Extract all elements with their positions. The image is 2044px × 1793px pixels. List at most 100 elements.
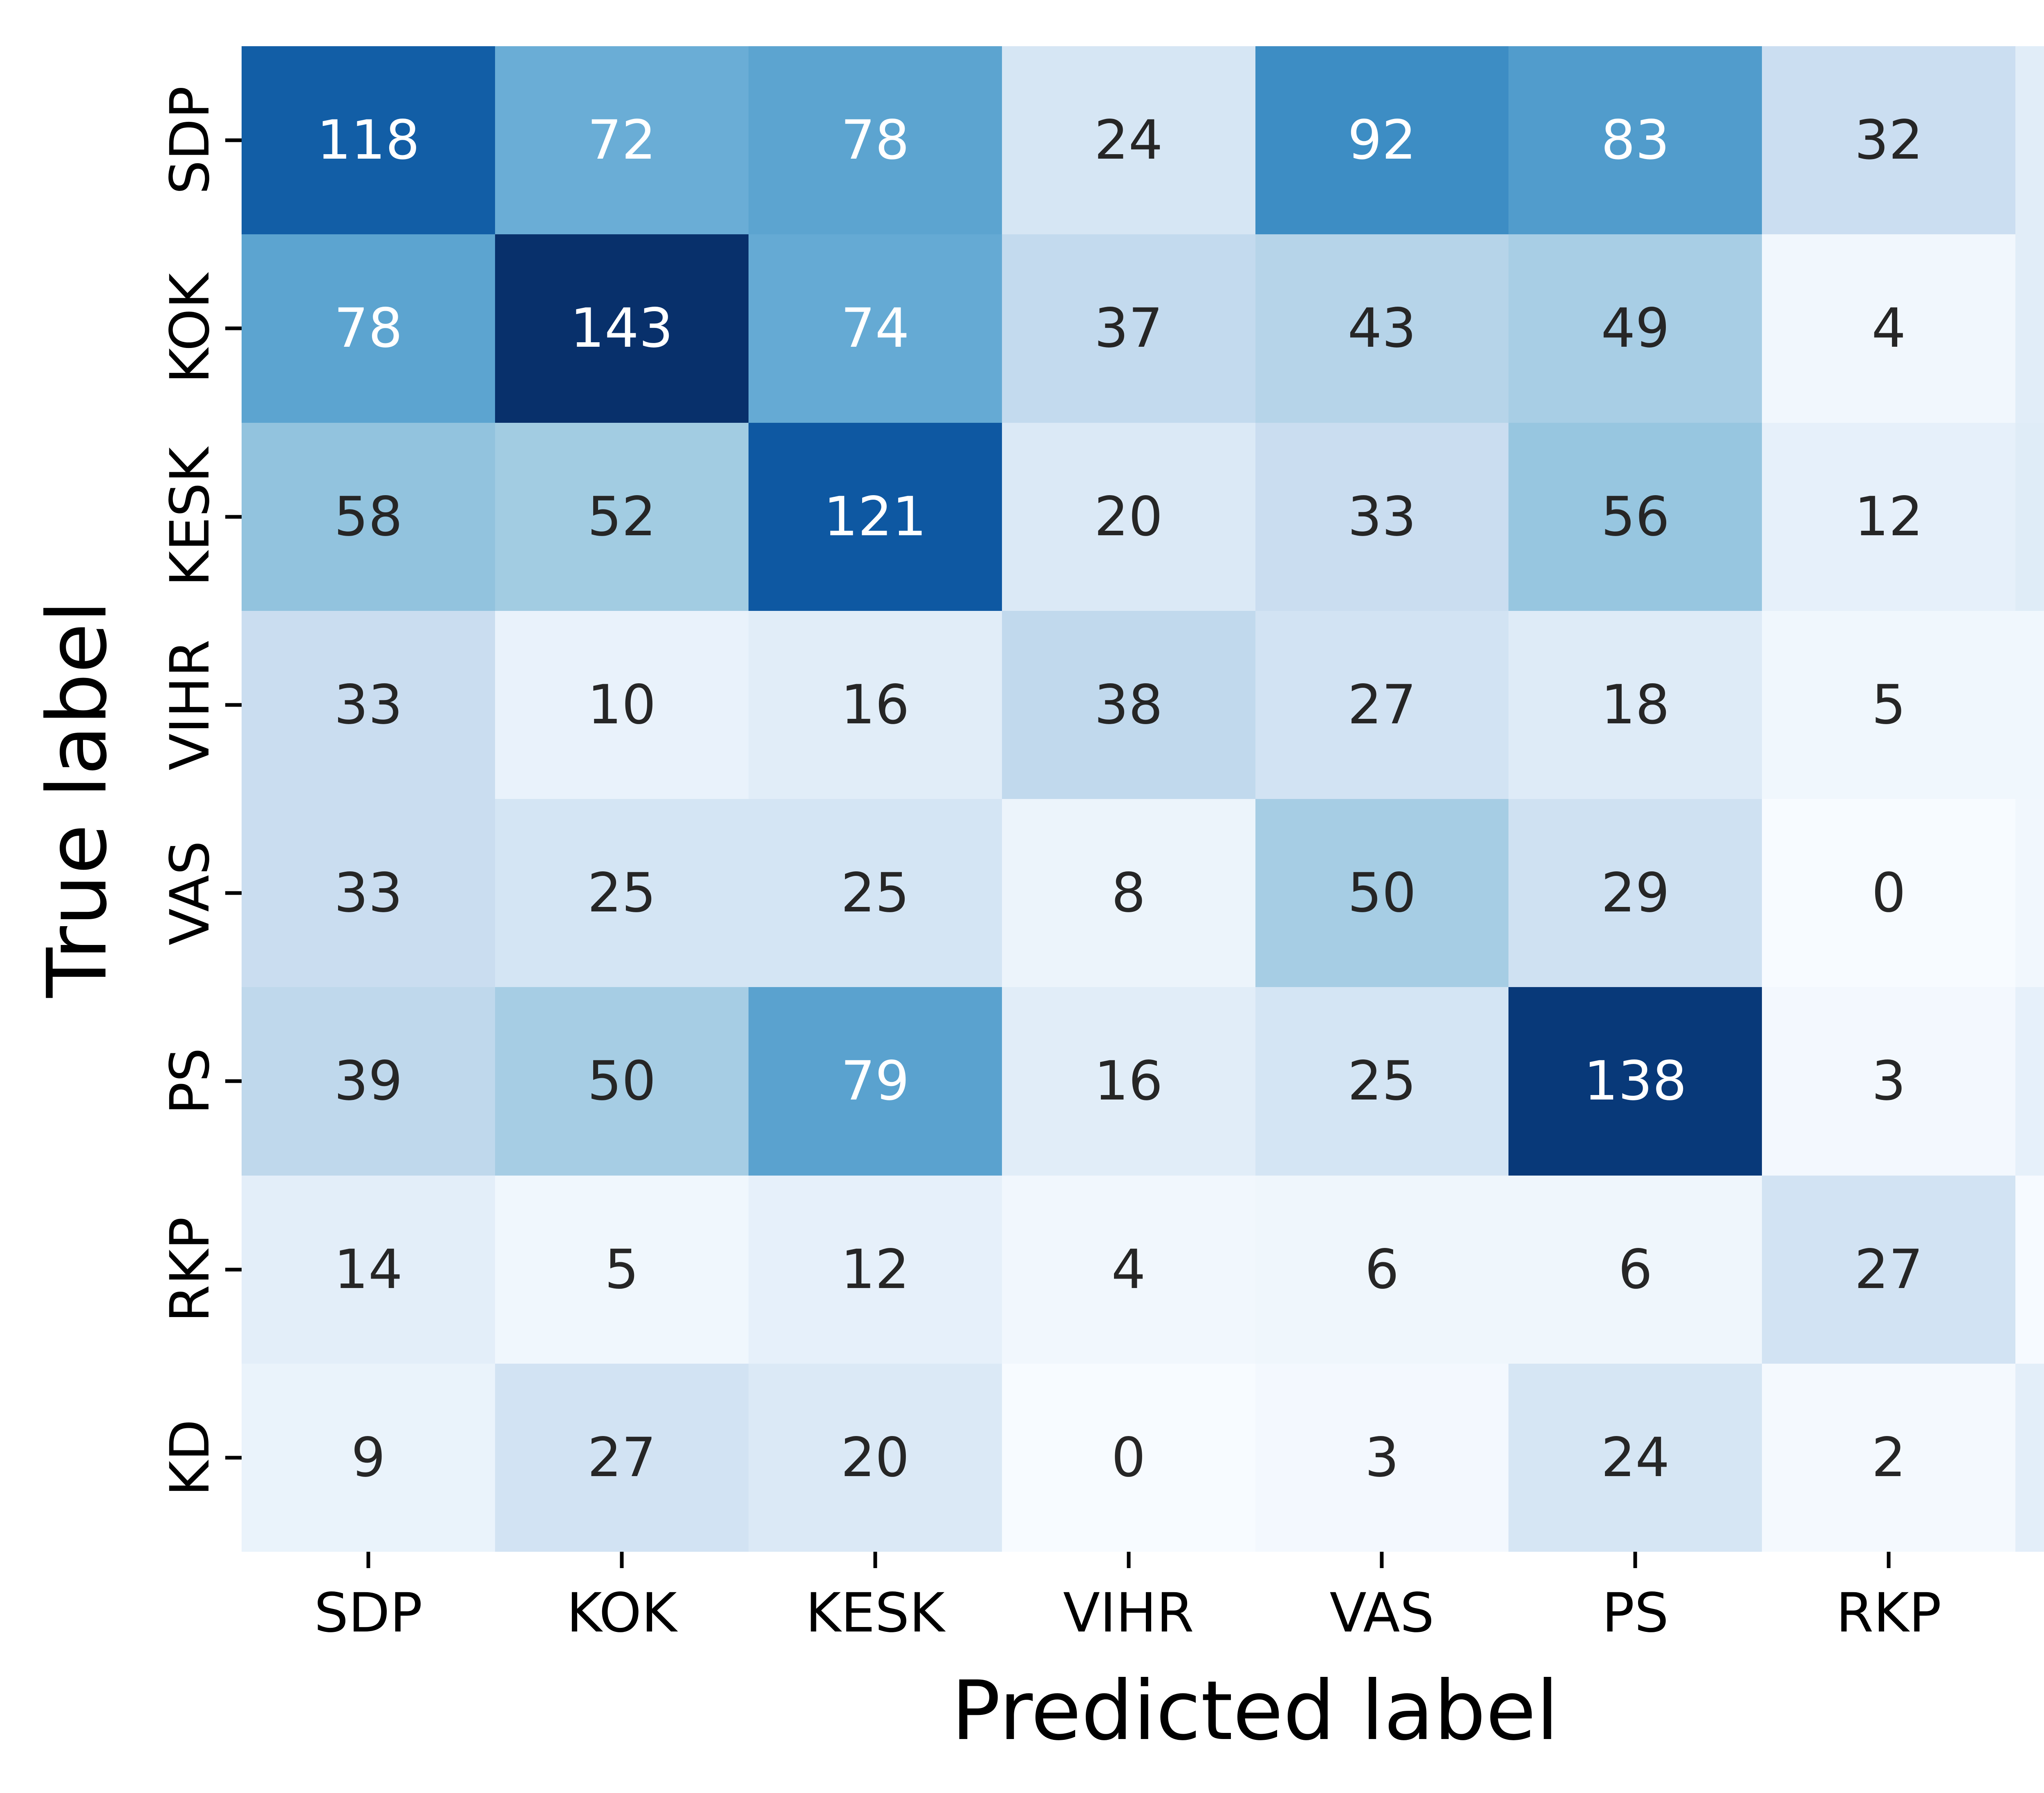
heatmap-cell-VIHR-RKP: 5 xyxy=(1762,610,2016,799)
y-tick-mark xyxy=(225,1456,242,1460)
x-tick-mark xyxy=(620,1552,624,1568)
cell-value: 50 xyxy=(1347,862,1416,925)
y-tick-label-text: PS xyxy=(159,1048,222,1115)
heatmap-cell-RKP-PS: 6 xyxy=(1508,1175,1762,1364)
heatmap-cell-KESK-KD: 17 xyxy=(2015,422,2044,611)
cell-value: 38 xyxy=(1094,673,1163,736)
heatmap-cell-PS-KD: 12 xyxy=(2015,987,2044,1176)
heatmap-cell-KD-KOK: 27 xyxy=(495,1363,749,1552)
x-tick-mark xyxy=(366,1552,370,1568)
heatmap-cell-SDP-VAS: 92 xyxy=(1255,46,1509,235)
heatmap-cell-SDP-RKP: 32 xyxy=(1762,46,2016,235)
heatmap-cell-VIHR-VAS: 27 xyxy=(1255,610,1509,799)
heatmap-cell-SDP-PS: 83 xyxy=(1508,46,1762,235)
heatmap-cell-VIHR-KD: 5 xyxy=(2015,610,2044,799)
cell-value: 78 xyxy=(840,109,910,172)
heatmap-cell-SDP-KOK: 72 xyxy=(495,46,749,235)
y-tick-mark xyxy=(225,326,242,330)
cell-value: 138 xyxy=(1584,1050,1687,1113)
cell-value: 9 xyxy=(351,1426,385,1489)
heatmap-cell-KD-PS: 24 xyxy=(1508,1363,1762,1552)
heatmap-cell-KOK-KOK: 143 xyxy=(495,234,749,423)
heatmap-cell-KOK-KD: 16 xyxy=(2015,234,2044,423)
y-tick-label-text: KESK xyxy=(159,447,222,586)
heatmap-cell-KD-KD: 14 xyxy=(2015,1363,2044,1552)
heatmap-cell-KD-RKP: 2 xyxy=(1762,1363,2016,1552)
heatmap-cell-KESK-VIHR: 20 xyxy=(1002,422,1255,611)
x-tick-label-text: KESK xyxy=(805,1582,945,1645)
x-tick-label-text: PS xyxy=(1602,1582,1669,1645)
cell-value: 92 xyxy=(1347,109,1416,172)
heatmap-cell-RKP-RKP: 27 xyxy=(1762,1175,2016,1364)
heatmap-cell-VAS-KESK: 25 xyxy=(748,799,1002,987)
x-tick-mark xyxy=(1633,1552,1637,1568)
heatmap-cell-VAS-RKP: 0 xyxy=(1762,799,2016,987)
heatmap-cell-VAS-VIHR: 8 xyxy=(1002,799,1255,987)
heatmap-cell-KESK-KOK: 52 xyxy=(495,422,749,611)
cell-value: 39 xyxy=(334,1050,403,1113)
heatmap-cell-KOK-VIHR: 37 xyxy=(1002,234,1255,423)
cell-value: 121 xyxy=(823,485,927,548)
cell-value: 56 xyxy=(1601,485,1670,548)
y-tick-label-text: KOK xyxy=(159,273,222,384)
heatmap-cell-RKP-KESK: 12 xyxy=(748,1175,1002,1364)
heatmap-cell-RKP-VIHR: 4 xyxy=(1002,1175,1255,1364)
heatmap-cell-PS-SDP: 39 xyxy=(242,987,495,1176)
heatmap-cell-KESK-VAS: 33 xyxy=(1255,422,1509,611)
heatmap-cell-VIHR-SDP: 33 xyxy=(242,610,495,799)
heatmap-cell-VAS-PS: 29 xyxy=(1508,799,1762,987)
heatmap-cell-KESK-SDP: 58 xyxy=(242,422,495,611)
heatmap-cell-VIHR-KESK: 16 xyxy=(748,610,1002,799)
cell-value: 25 xyxy=(587,862,656,925)
cell-value: 52 xyxy=(587,485,656,548)
heatmap-cell-SDP-SDP: 118 xyxy=(242,46,495,235)
heatmap-cell-KOK-SDP: 78 xyxy=(242,234,495,423)
cell-value: 12 xyxy=(840,1238,910,1301)
cell-value: 10 xyxy=(587,673,656,736)
cell-value: 25 xyxy=(1347,1050,1416,1113)
y-tick-label-text: KD xyxy=(159,1419,222,1496)
x-tick-mark xyxy=(1380,1552,1384,1568)
heatmap-cell-VIHR-VIHR: 38 xyxy=(1002,610,1255,799)
cell-value: 4 xyxy=(1871,297,1906,360)
cell-value: 33 xyxy=(334,673,403,736)
cell-value: 32 xyxy=(1854,109,1923,172)
y-tick-mark xyxy=(225,138,242,142)
heatmap-cell-RKP-VAS: 6 xyxy=(1255,1175,1509,1364)
y-axis-title-text: True label xyxy=(30,600,125,998)
heatmap-cell-KESK-KESK: 121 xyxy=(748,422,1002,611)
cell-value: 5 xyxy=(604,1238,639,1301)
x-axis-title-text: Predicted label xyxy=(951,1663,1559,1759)
cell-value: 2 xyxy=(1871,1426,1906,1489)
heatmap-cell-VAS-KD: 4 xyxy=(2015,799,2044,987)
cell-value: 50 xyxy=(587,1050,656,1113)
heatmap-cell-PS-VAS: 25 xyxy=(1255,987,1509,1176)
heatmap-cell-KESK-RKP: 12 xyxy=(1762,422,2016,611)
cell-value: 14 xyxy=(334,1238,403,1301)
cell-value: 72 xyxy=(587,109,656,172)
heatmap-cell-VAS-VAS: 50 xyxy=(1255,799,1509,987)
heatmap-cell-KD-VIHR: 0 xyxy=(1002,1363,1255,1552)
cell-value: 43 xyxy=(1347,297,1416,360)
y-tick-label-text: VAS xyxy=(159,841,222,946)
heatmap-cell-RKP-KD: 1 xyxy=(2015,1175,2044,1364)
y-tick-mark xyxy=(225,1079,242,1083)
cell-value: 37 xyxy=(1094,297,1163,360)
heatmap-cell-RKP-KOK: 5 xyxy=(495,1175,749,1364)
x-tick-mark xyxy=(1887,1552,1891,1568)
cell-value: 0 xyxy=(1871,862,1906,925)
y-tick-label-text: SDP xyxy=(159,86,222,195)
heatmap-cell-PS-RKP: 3 xyxy=(1762,987,2016,1176)
cell-value: 143 xyxy=(570,297,673,360)
cell-value: 33 xyxy=(334,862,403,925)
cell-value: 79 xyxy=(840,1050,910,1113)
cell-value: 29 xyxy=(1601,862,1670,925)
cell-value: 8 xyxy=(1111,862,1146,925)
cell-value: 3 xyxy=(1365,1426,1399,1489)
cell-value: 27 xyxy=(1854,1238,1923,1301)
heatmap-cell-VAS-SDP: 33 xyxy=(242,799,495,987)
cell-value: 118 xyxy=(316,109,420,172)
heatmap-cell-SDP-KD: 16 xyxy=(2015,46,2044,235)
heatmap-cell-VIHR-PS: 18 xyxy=(1508,610,1762,799)
